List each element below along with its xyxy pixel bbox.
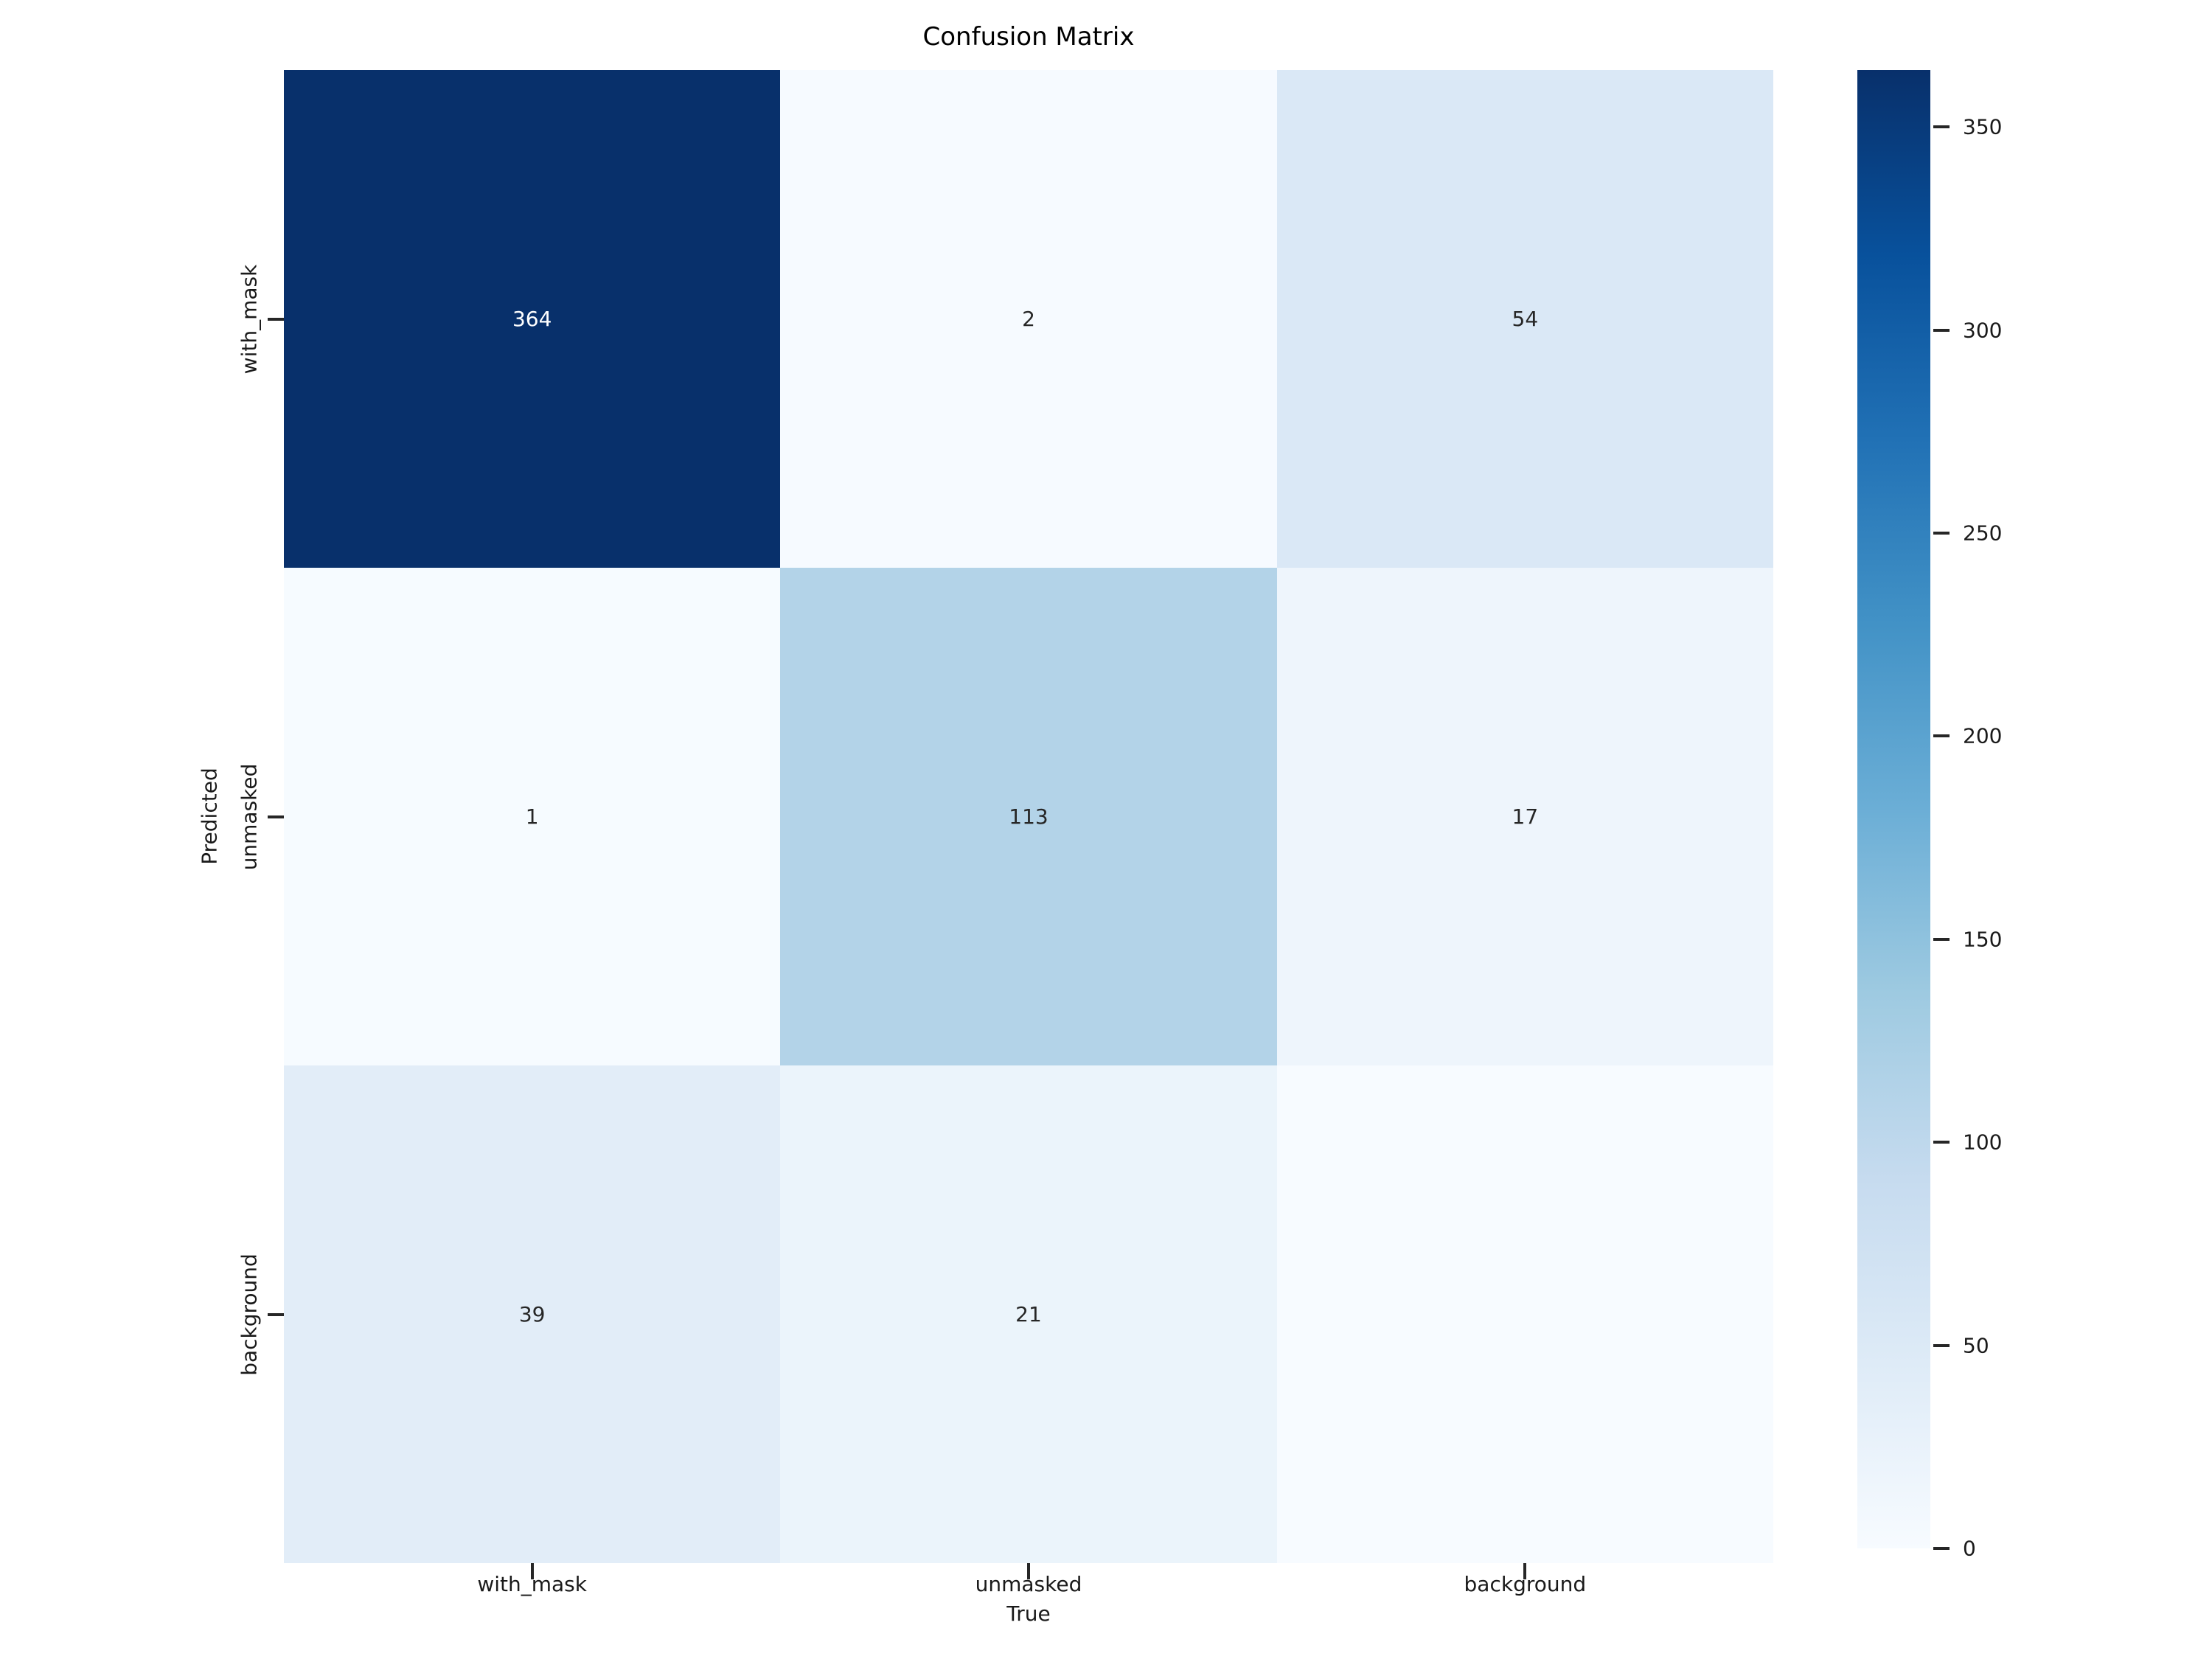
- y-tick-label: with_mask: [237, 264, 262, 374]
- colorbar-tick-label: 250: [1963, 521, 2003, 546]
- colorbar-tick-mark: [1933, 734, 1950, 738]
- x-axis-label: True: [1006, 1601, 1051, 1626]
- cell-value: 364: [512, 306, 552, 331]
- cell-value: 21: [1015, 1301, 1042, 1326]
- colorbar-tick-mark: [1933, 125, 1950, 129]
- colorbar-tick-label: 200: [1963, 723, 2003, 748]
- colorbar-tick-mark: [1933, 1547, 1950, 1550]
- colorbar-tick-mark: [1933, 328, 1950, 332]
- heatmap-cell: 39: [284, 1065, 781, 1563]
- colorbar-tick-mark: [1933, 1141, 1950, 1144]
- y-axis-label: Predicted: [197, 768, 222, 865]
- x-tick-mark: [1523, 1563, 1527, 1579]
- cell-value: 2: [1022, 306, 1035, 331]
- cell-value: 54: [1512, 306, 1539, 331]
- y-tick-label: unmasked: [237, 763, 262, 870]
- chart-title: Confusion Matrix: [922, 22, 1135, 52]
- colorbar-tick-label: 300: [1963, 318, 2003, 343]
- colorbar: [1857, 70, 1930, 1548]
- heatmap-cell: 2: [780, 70, 1277, 568]
- colorbar-tick-mark: [1933, 531, 1950, 535]
- heatmap-cell: 113: [780, 568, 1277, 1065]
- x-tick-label: unmasked: [975, 1572, 1082, 1596]
- colorbar-tick-mark: [1933, 937, 1950, 941]
- heatmap-cell: [1276, 1065, 1773, 1563]
- colorbar-tick-label: 0: [1963, 1536, 1976, 1561]
- colorbar-tick-label: 350: [1963, 114, 2003, 139]
- x-tick-mark: [530, 1563, 534, 1579]
- y-tick-label: background: [237, 1253, 262, 1376]
- cell-value: 17: [1512, 804, 1539, 829]
- heatmap-grid: 364 2 54 1 113 17 39 21: [284, 70, 1773, 1563]
- heatmap-cell: 1: [284, 568, 781, 1065]
- heatmap-cell: 54: [1276, 70, 1773, 568]
- cell-value: 39: [518, 1301, 546, 1326]
- heatmap-cell: 21: [780, 1065, 1277, 1563]
- cell-value: 113: [1009, 804, 1048, 829]
- colorbar-tick-label: 150: [1963, 927, 2003, 952]
- colorbar-tick-mark: [1933, 1343, 1950, 1347]
- colorbar-gradient: [1857, 70, 1930, 1548]
- y-tick-mark: [268, 317, 284, 321]
- y-tick-mark: [268, 815, 284, 818]
- colorbar-tick-label: 50: [1963, 1333, 1989, 1358]
- heatmap-cell: 364: [284, 70, 781, 568]
- x-tick-label: with_mask: [477, 1572, 587, 1596]
- cell-value: 1: [525, 804, 539, 829]
- x-tick-label: background: [1464, 1572, 1587, 1596]
- y-tick-mark: [268, 1312, 284, 1316]
- colorbar-tick-label: 100: [1963, 1130, 2003, 1155]
- heatmap-cell: 17: [1276, 568, 1773, 1065]
- x-tick-mark: [1027, 1563, 1030, 1579]
